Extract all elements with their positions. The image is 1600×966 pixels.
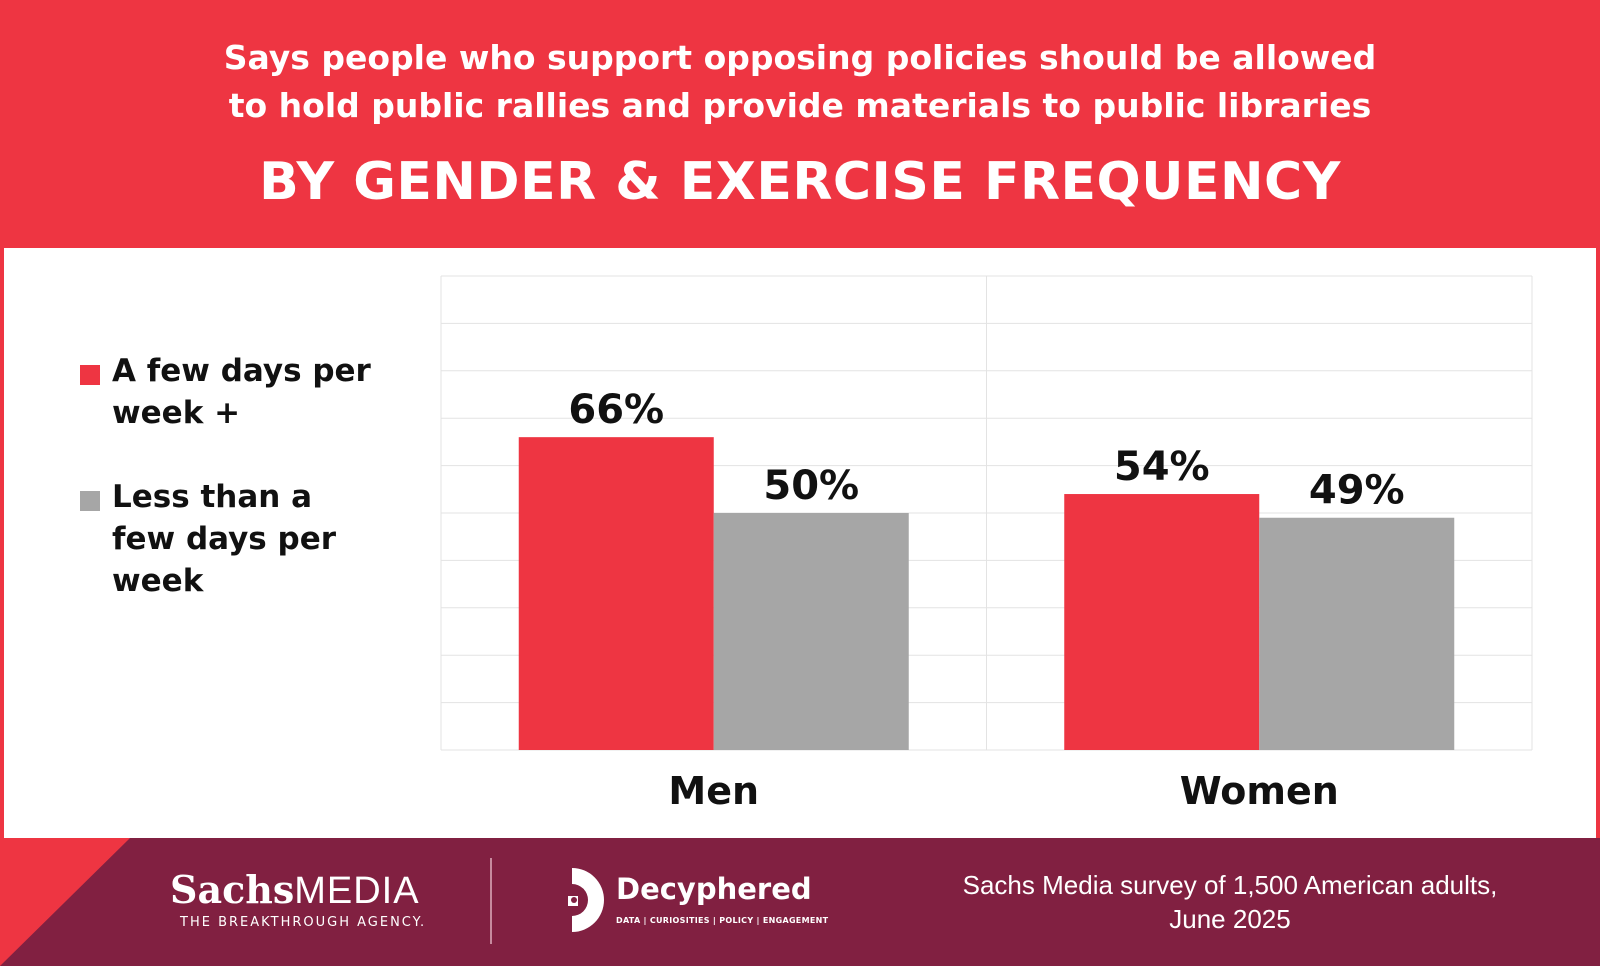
data-label: 66% <box>568 387 664 433</box>
data-label: 49% <box>1309 468 1405 514</box>
brand-light: MEDIA <box>294 870 420 912</box>
legend-label-line: few days per <box>112 521 337 557</box>
chart-subtitle: Says people who support opposing policie… <box>100 34 1500 130</box>
bar <box>1064 494 1260 750</box>
decyphered-wordmark: Decyphered <box>616 872 812 906</box>
legend-swatch-red <box>80 365 100 385</box>
decyphered-emblem-icon <box>568 868 604 932</box>
legend-label-line: week + <box>112 395 241 431</box>
bar <box>518 437 714 750</box>
header-banner: Says people who support opposing policie… <box>0 0 1600 248</box>
legend-label-line: Less than a <box>112 479 313 515</box>
legend-label-line: A few days per <box>112 353 371 389</box>
sachs-media-logo: SachsMEDIA THE BREAKTHROUGH AGENCY. <box>170 868 427 931</box>
legend: A few days per week + Less than a few da… <box>80 350 410 644</box>
data-label: 54% <box>1114 444 1210 490</box>
footer-red-wedge <box>0 838 130 966</box>
data-label: 50% <box>763 463 859 509</box>
subtitle-line-2: to hold public rallies and provide mater… <box>228 86 1372 125</box>
bar <box>713 513 909 750</box>
source-line-2: June 2025 <box>1169 904 1291 934</box>
decyphered-tagline: DATA | CURIOSITIES | POLICY | ENGAGEMENT <box>616 916 829 925</box>
category-label: Women <box>1180 769 1339 813</box>
sachs-media-wordmark: SachsMEDIA <box>170 868 426 913</box>
source-line-1: Sachs Media survey of 1,500 American adu… <box>962 870 1498 900</box>
sachs-media-tagline: THE BREAKTHROUGH AGENCY. <box>180 915 427 930</box>
brand-bold: Sachs <box>170 867 295 912</box>
footer: SachsMEDIA THE BREAKTHROUGH AGENCY. Decy… <box>0 838 1600 966</box>
chart-title: BY GENDER & EXERCISE FREQUENCY <box>259 152 1341 212</box>
legend-label-line: week <box>112 563 204 599</box>
legend-swatch-gray <box>80 491 100 511</box>
legend-item-infrequent: Less than a few days per week <box>80 476 410 602</box>
subtitle-line-1: Says people who support opposing policie… <box>223 38 1377 77</box>
legend-item-frequent: A few days per week + <box>80 350 410 434</box>
category-label: Men <box>668 769 759 813</box>
bar <box>1259 517 1455 750</box>
source-note: Sachs Media survey of 1,500 American adu… <box>900 868 1560 936</box>
footer-divider <box>490 858 492 944</box>
